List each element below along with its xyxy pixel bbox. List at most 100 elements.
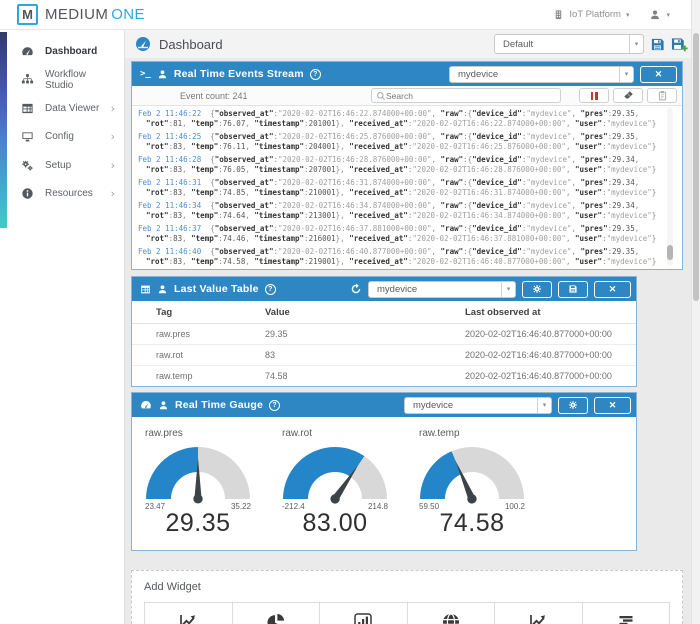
gauge-label: raw.temp (419, 428, 460, 439)
sidebar-item-config[interactable]: Config › (0, 123, 124, 152)
close-table-panel-button[interactable]: ✕ (594, 280, 631, 298)
gauge-value: 83.00 (302, 509, 368, 537)
page-scrollbar[interactable] (691, 0, 700, 624)
sidebar-item-workflow-studio[interactable]: Workflow Studio (0, 66, 124, 95)
config-icon (21, 130, 35, 144)
search-input[interactable] (386, 90, 556, 101)
refresh-button[interactable] (350, 283, 362, 295)
sidebar-item-label: Dashboard (45, 45, 98, 57)
last-observed-cell: 2020-02-02T16:46:40.877000+00:00 (465, 344, 636, 366)
chevron-down-icon: ▾ (625, 10, 630, 19)
last-value-table-panel: Last Value Table ? mydevice ▾ ✕ (131, 276, 637, 387)
table-device-select[interactable]: mydevice ▾ (368, 280, 516, 298)
workflow-icon (21, 73, 35, 87)
gauge-settings-button[interactable] (558, 396, 588, 414)
gauge-arc (420, 447, 524, 504)
last-observed-cell: 2020-02-02T16:46:40.877000+00:00 (465, 371, 612, 381)
save-as-new-dashboard-button[interactable] (671, 36, 688, 52)
column-header-last-observed: Last observed at (465, 301, 636, 324)
save-dashboard-button[interactable] (650, 37, 665, 52)
panel-title: Real Time Gauge (175, 399, 264, 411)
table-settings-button[interactable] (522, 280, 552, 298)
setup-icon (21, 158, 35, 172)
copy-stream-button[interactable] (647, 88, 677, 103)
last-value-table: Tag Value Last observed at raw.pres 29.35… (132, 301, 636, 386)
add-widget-grouped-users-pie-chart[interactable]: Grouped UsersPie Chart (233, 603, 320, 624)
chevron-right-icon: › (110, 101, 115, 115)
chevron-down-icon: ▾ (624, 70, 629, 78)
brand-text: MEDIUM ONE (45, 6, 145, 23)
sidebar-item-label: Config (45, 131, 74, 143)
add-widget-grouped-users-geopoint-chart[interactable]: Grouped UsersGeoPoint Chart (408, 603, 495, 624)
sidebar-item-resources[interactable]: Resources › (0, 180, 124, 209)
log-entry: Feb 2 11:46:22 {"observed_at":"2020-02-0… (138, 109, 657, 128)
chevron-down-icon: ▾ (666, 10, 670, 19)
save-icon (569, 285, 577, 293)
help-icon[interactable]: ? (309, 68, 321, 80)
log-scrollbar[interactable] (667, 108, 673, 266)
column-header-value: Value (265, 301, 465, 324)
brand-medium: MEDIUM (45, 6, 109, 23)
dashboard-select[interactable]: Default ▾ (494, 34, 644, 54)
pie-chart-icon (235, 612, 318, 624)
gauge-max: 35.22 (230, 502, 251, 511)
chevron-right-icon: › (110, 187, 115, 201)
tag-cell: raw.pres (132, 323, 265, 345)
help-icon[interactable]: ? (269, 399, 281, 411)
table-icon (141, 285, 150, 293)
value-cell: 74.58 (265, 371, 288, 381)
gauge-value: 29.35 (165, 509, 231, 537)
save-plus-icon (671, 38, 688, 52)
gauge-device-select[interactable]: mydevice ▾ (404, 396, 552, 414)
user-menu[interactable]: ▾ (649, 9, 670, 21)
page-title: Dashboard (159, 36, 223, 52)
gauge-needle (455, 461, 477, 504)
add-widget-single-user-cross-filter-chart[interactable]: Single UserCross Filter Chart (583, 603, 670, 624)
device-select-value: mydevice (377, 283, 418, 295)
gauge-raw-temp: raw.temp 59.50 100.2 74.58 (416, 425, 553, 538)
iot-platform-menu[interactable]: IoT Platform ▾ (553, 9, 629, 20)
top-bar: M MEDIUM ONE IoT Platform ▾ ▾ (0, 0, 700, 30)
help-icon[interactable]: ? (264, 283, 276, 295)
table-save-button[interactable] (558, 280, 588, 298)
sidebar-item-label: Data Viewer (45, 102, 100, 114)
events-log[interactable]: Feb 2 11:46:22 {"observed_at":"2020-02-0… (132, 106, 682, 269)
log-entry: Feb 2 11:46:37 {"observed_at":"2020-02-0… (138, 224, 657, 243)
cross-filter-chart-icon (585, 612, 668, 624)
user-icon (160, 400, 167, 409)
user-icon (651, 10, 660, 19)
chevron-down-icon: ▾ (634, 40, 639, 48)
add-widget-grouped-users-line-chart[interactable]: Grouped UsersLine Chart (145, 603, 233, 624)
close-events-panel-button[interactable]: ✕ (640, 65, 677, 83)
log-entry: Feb 2 11:46:28 {"observed_at":"2020-02-0… (138, 155, 657, 174)
clear-stream-button[interactable] (613, 88, 643, 103)
sidebar-item-setup[interactable]: Setup › (0, 151, 124, 180)
tag-cell: raw.rot (132, 344, 265, 366)
user-icon (159, 284, 166, 293)
line-chart-icon (497, 612, 580, 624)
add-widget-single-user-line-chart[interactable]: Single UserLine Chart (495, 603, 583, 624)
chevron-down-icon: ▾ (542, 401, 547, 409)
table-row: raw.rot 83 2020-02-02T16:46:40.877000+00:0… (132, 344, 636, 366)
gauge-needle (193, 458, 203, 504)
sidebar-item-dashboard[interactable]: Dashboard (0, 37, 124, 66)
close-gauge-panel-button[interactable]: ✕ (594, 396, 631, 414)
panel-title: Real Time Events Stream (173, 68, 304, 80)
page-scrollbar-thumb[interactable] (693, 33, 699, 301)
events-device-select[interactable]: mydevice ▾ (449, 65, 634, 83)
eraser-icon (623, 91, 633, 99)
log-scrollbar-thumb[interactable] (667, 245, 673, 260)
pause-stream-button[interactable] (579, 88, 609, 103)
gauge-panel: Real Time Gauge ? mydevice ▾ ✕ raw.pres 2… (131, 392, 637, 551)
bar-chart-icon (322, 612, 405, 624)
sidebar: Dashboard Workflow Studio Data Viewer › Conf… (0, 30, 125, 624)
chevron-right-icon: › (110, 158, 115, 172)
gauge-label: raw.pres (145, 428, 183, 439)
line-chart-icon (147, 612, 230, 624)
add-widget-title: Add Widget (144, 581, 201, 593)
sidebar-item-data-viewer[interactable]: Data Viewer › (0, 94, 124, 123)
add-widget-grouped-users-bar-chart[interactable]: Grouped UsersBar Chart (320, 603, 408, 624)
sidebar-item-label: Resources (45, 188, 93, 200)
value-cell: 29.35 (265, 323, 465, 345)
clipboard-icon (658, 90, 666, 101)
